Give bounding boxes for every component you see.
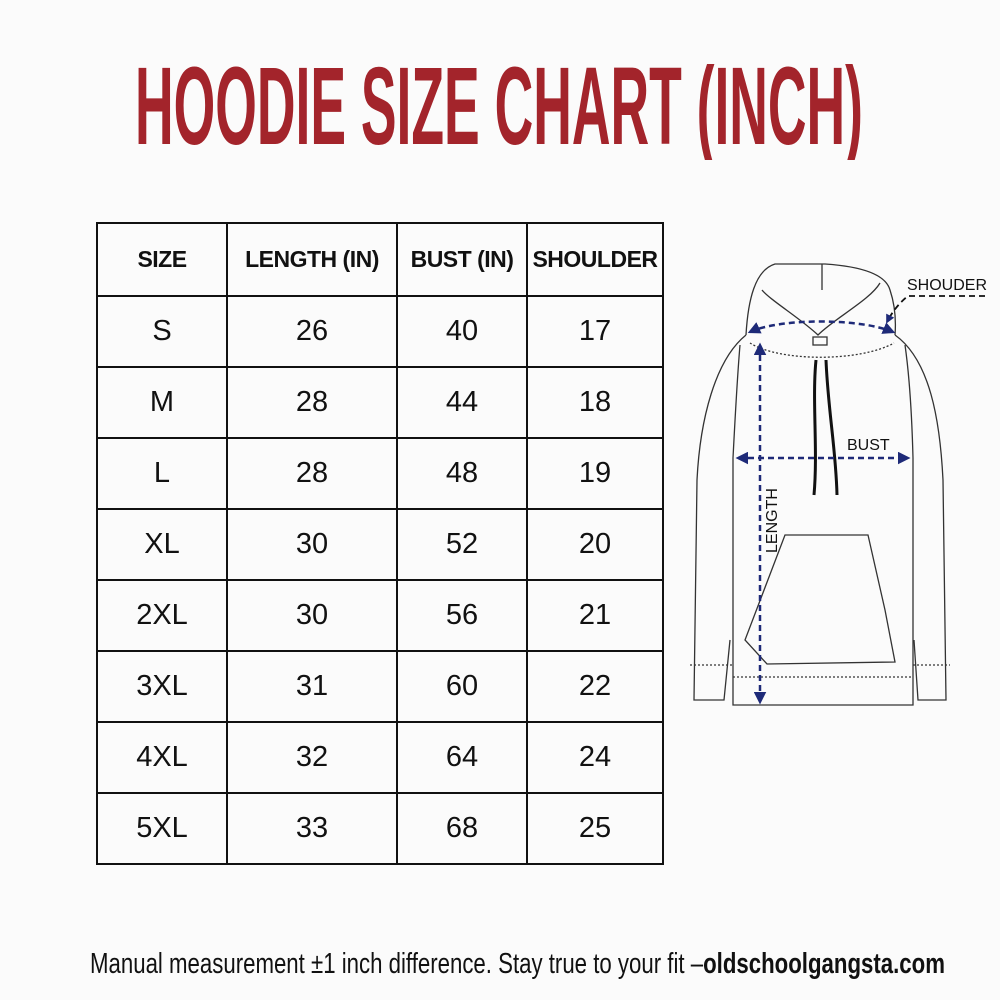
page-title: HOODIE SIZE CHART (INCH) <box>135 45 863 160</box>
table-row: XL 30 52 20 <box>96 508 664 581</box>
table-row: 2XL 30 56 21 <box>96 579 664 652</box>
length-label: LENGTH <box>764 488 781 553</box>
table-cell: 48 <box>396 437 528 510</box>
bust-label: BUST <box>847 437 890 454</box>
size-table: SIZE LENGTH (IN) BUST (IN) SHOULDER S 26 4… <box>96 222 664 865</box>
header-shoulder: SHOULDER <box>526 222 664 297</box>
table-cell: 19 <box>526 437 664 510</box>
table-cell: 68 <box>396 792 528 865</box>
table-cell: 22 <box>526 650 664 723</box>
header-bust: BUST (IN) <box>396 222 528 297</box>
table-cell: 60 <box>396 650 528 723</box>
title-text: HOODIE SIZE CHART (INCH) <box>135 45 863 160</box>
table-cell: 30 <box>226 508 398 581</box>
header-size: SIZE <box>96 222 228 297</box>
table-cell: XL <box>96 508 228 581</box>
table-cell: 31 <box>226 650 398 723</box>
table-cell: 64 <box>396 721 528 794</box>
table-cell: 28 <box>226 437 398 510</box>
hoodie-diagram: SHOUDER BUST LENGTH <box>690 263 987 706</box>
table-cell: 56 <box>396 579 528 652</box>
table-cell: S <box>96 295 228 368</box>
table-cell: 20 <box>526 508 664 581</box>
table-cell: 44 <box>396 366 528 439</box>
table-cell: 2XL <box>96 579 228 652</box>
header-length: LENGTH (IN) <box>226 222 398 297</box>
hoodie-outline <box>690 263 950 706</box>
table-cell: 24 <box>526 721 664 794</box>
table-cell: 21 <box>526 579 664 652</box>
table-row: 4XL 32 64 24 <box>96 721 664 794</box>
table-cell: 52 <box>396 508 528 581</box>
table-cell: 33 <box>226 792 398 865</box>
table-cell: 4XL <box>96 721 228 794</box>
table-row: M 28 44 18 <box>96 366 664 439</box>
shoulder-label: SHOUDER <box>907 277 987 294</box>
table-cell: 28 <box>226 366 398 439</box>
drawstrings <box>812 359 839 496</box>
table-cell: 5XL <box>96 792 228 865</box>
table-cell: 17 <box>526 295 664 368</box>
table-header-row: SIZE LENGTH (IN) BUST (IN) SHOULDER <box>96 222 664 297</box>
table-cell: 18 <box>526 366 664 439</box>
shoulder-pointer <box>886 295 985 324</box>
table-cell: 32 <box>226 721 398 794</box>
table-cell: M <box>96 366 228 439</box>
footer-site: oldschoolgangsta.com <box>703 948 945 980</box>
table-cell: 26 <box>226 295 398 368</box>
footer-note: Manual measurement ±1 inch difference. S… <box>90 948 945 980</box>
footer-note-text: Manual measurement ±1 inch difference. S… <box>90 948 704 980</box>
table-cell: 40 <box>396 295 528 368</box>
table-cell: 3XL <box>96 650 228 723</box>
table-row: S 26 40 17 <box>96 295 664 368</box>
table-row: 3XL 31 60 22 <box>96 650 664 723</box>
table-cell: 30 <box>226 579 398 652</box>
table-cell: 25 <box>526 792 664 865</box>
shoulder-arrow <box>747 320 896 334</box>
table-cell: L <box>96 437 228 510</box>
footer-text: Manual measurement ±1 inch difference. S… <box>90 948 945 980</box>
table-row: 5XL 33 68 25 <box>96 792 664 865</box>
table-row: L 28 48 19 <box>96 437 664 510</box>
